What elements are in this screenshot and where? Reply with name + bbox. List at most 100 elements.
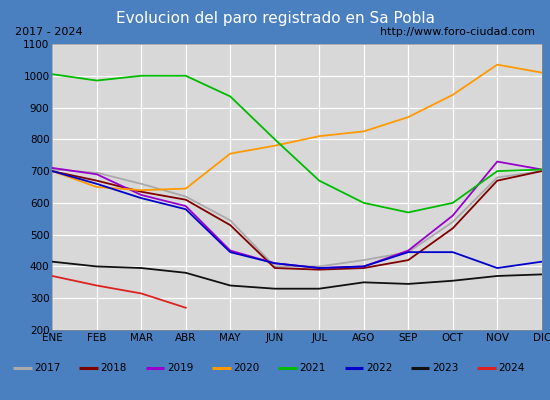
2023 xyxy=(138,266,145,270)
Text: 2022: 2022 xyxy=(366,363,392,373)
2020 xyxy=(183,186,189,191)
2024 xyxy=(94,283,100,288)
2020 xyxy=(272,143,278,148)
2019 xyxy=(449,213,456,218)
2018 xyxy=(227,223,234,228)
2020 xyxy=(449,92,456,97)
2023 xyxy=(183,270,189,275)
2022 xyxy=(494,266,501,270)
2020 xyxy=(538,70,545,75)
2022 xyxy=(449,250,456,254)
2019 xyxy=(405,248,411,253)
2023 xyxy=(49,259,56,264)
2021 xyxy=(316,178,322,183)
2020 xyxy=(494,62,501,67)
2022 xyxy=(49,169,56,174)
2021 xyxy=(538,167,545,172)
2020 xyxy=(227,151,234,156)
2021 xyxy=(94,78,100,83)
2023 xyxy=(494,274,501,278)
2021 xyxy=(494,169,501,174)
Text: Evolucion del paro registrado en Sa Pobla: Evolucion del paro registrado en Sa Pobl… xyxy=(116,10,435,26)
2019 xyxy=(494,159,501,164)
2017 xyxy=(449,220,456,224)
2018 xyxy=(94,178,100,183)
2021 xyxy=(227,94,234,99)
2018 xyxy=(405,258,411,262)
2017 xyxy=(360,258,367,262)
2018 xyxy=(538,169,545,174)
2017 xyxy=(405,250,411,254)
2017 xyxy=(316,264,322,269)
2017 xyxy=(494,175,501,180)
2021 xyxy=(138,73,145,78)
Line: 2022: 2022 xyxy=(52,171,542,268)
2020 xyxy=(49,169,56,174)
2019 xyxy=(538,167,545,172)
2022 xyxy=(183,207,189,212)
2021 xyxy=(272,137,278,142)
2023 xyxy=(227,283,234,288)
2017 xyxy=(49,167,56,172)
2019 xyxy=(360,264,367,269)
Line: 2020: 2020 xyxy=(52,65,542,190)
2018 xyxy=(316,267,322,272)
Text: 2017 - 2024: 2017 - 2024 xyxy=(15,26,83,37)
2021 xyxy=(405,210,411,215)
2019 xyxy=(272,261,278,266)
Line: 2019: 2019 xyxy=(52,162,542,268)
2018 xyxy=(49,169,56,174)
Text: 2018: 2018 xyxy=(101,363,127,373)
2017 xyxy=(538,169,545,174)
2018 xyxy=(183,197,189,202)
2022 xyxy=(272,261,278,266)
2018 xyxy=(449,226,456,231)
2024 xyxy=(183,305,189,310)
2024 xyxy=(138,291,145,296)
2021 xyxy=(183,73,189,78)
2021 xyxy=(49,72,56,76)
2020 xyxy=(94,185,100,190)
2017 xyxy=(138,182,145,186)
2017 xyxy=(183,194,189,199)
2023 xyxy=(538,272,545,277)
Text: 2024: 2024 xyxy=(498,363,525,373)
2019 xyxy=(316,266,322,270)
2023 xyxy=(94,264,100,269)
Line: 2023: 2023 xyxy=(52,262,542,289)
2018 xyxy=(494,178,501,183)
2022 xyxy=(227,250,234,254)
2022 xyxy=(316,266,322,270)
Text: 2019: 2019 xyxy=(167,363,194,373)
Line: 2021: 2021 xyxy=(52,74,542,212)
2018 xyxy=(138,189,145,194)
2023 xyxy=(405,282,411,286)
2022 xyxy=(405,250,411,254)
2020 xyxy=(138,188,145,192)
2017 xyxy=(272,264,278,269)
2023 xyxy=(316,286,322,291)
Text: 2021: 2021 xyxy=(300,363,326,373)
2019 xyxy=(138,192,145,197)
Text: 2020: 2020 xyxy=(233,363,260,373)
Text: 2023: 2023 xyxy=(432,363,459,373)
Text: http://www.foro-ciudad.com: http://www.foro-ciudad.com xyxy=(380,26,535,37)
2022 xyxy=(94,182,100,186)
2021 xyxy=(360,200,367,205)
2017 xyxy=(227,218,234,223)
Line: 2017: 2017 xyxy=(52,170,542,266)
Line: 2024: 2024 xyxy=(52,276,186,308)
2023 xyxy=(449,278,456,283)
Text: 2017: 2017 xyxy=(35,363,61,373)
2019 xyxy=(227,248,234,253)
2020 xyxy=(405,115,411,120)
2018 xyxy=(272,266,278,270)
2017 xyxy=(94,170,100,175)
Line: 2018: 2018 xyxy=(52,171,542,270)
2020 xyxy=(360,129,367,134)
2023 xyxy=(272,286,278,291)
2023 xyxy=(360,280,367,285)
2020 xyxy=(316,134,322,138)
2019 xyxy=(183,204,189,208)
2024 xyxy=(49,274,56,278)
